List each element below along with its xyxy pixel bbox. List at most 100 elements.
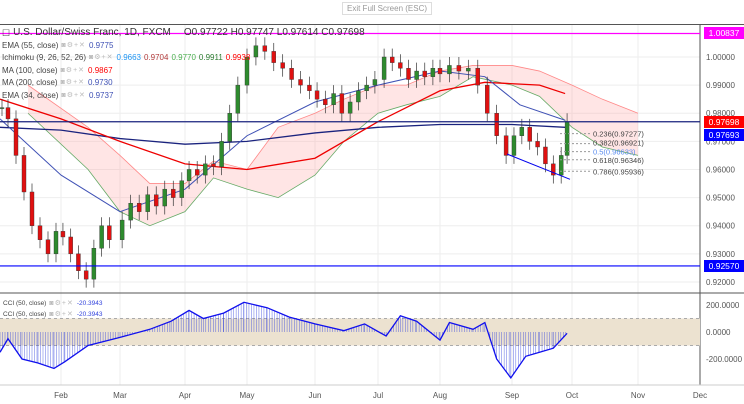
candle: [271, 51, 276, 63]
y-tick-label: 1.00000: [706, 53, 735, 62]
indicator-row[interactable]: EMA (55, close) ◙⚙+✕ 0.9775: [2, 40, 365, 53]
candle: [527, 127, 532, 142]
indicator-value: 0.9704: [143, 53, 169, 62]
indicator-buttons[interactable]: ◙⚙+✕: [49, 311, 74, 318]
candle: [21, 155, 27, 193]
x-tick-label: Apr: [179, 391, 192, 400]
candle: [60, 231, 66, 238]
cci-value: -20.3943: [76, 311, 103, 318]
candle: [154, 194, 159, 207]
fib-label: 0.382(0.96921): [593, 139, 644, 148]
candle: [511, 135, 517, 156]
x-tick-label: Oct: [566, 391, 579, 400]
indicator-label: MA (100, close): [2, 65, 58, 75]
candle: [406, 68, 411, 80]
candle: [211, 163, 216, 167]
candle: [503, 135, 509, 156]
candle: [186, 169, 192, 181]
candle: [422, 70, 427, 77]
candle: [339, 93, 345, 114]
ma200-line: [0, 123, 566, 145]
candle: [179, 180, 185, 198]
candle: [0, 107, 5, 109]
indicator-row[interactable]: MA (100, close) ◙⚙+✕ 0.9867: [2, 65, 365, 78]
candle: [29, 191, 35, 226]
ema55-line: [0, 70, 566, 213]
indicator-value: 0.9770: [171, 53, 196, 62]
candle: [99, 225, 104, 249]
candle: [171, 188, 176, 198]
y-tick-label: 0.93000: [706, 250, 735, 259]
symbol-title: U.S. Dollar/Swiss Franc, 1D, FXCM: [13, 27, 171, 38]
indicator-row[interactable]: MA (200, close) ◙⚙+✕ 0.9730: [2, 77, 365, 90]
indicator-value: 0.9911: [198, 53, 223, 62]
candle: [356, 90, 361, 103]
collapse-icon[interactable]: ☐: [2, 28, 11, 38]
indicator-label: Ichimoku (9, 26, 52, 26): [2, 53, 87, 62]
indicator-label: EMA (34, close): [2, 90, 59, 100]
candle: [372, 79, 378, 86]
indicator-value: 0.9737: [88, 90, 114, 100]
candle: [564, 121, 570, 156]
trend-line: [506, 153, 571, 180]
candle: [76, 253, 81, 271]
y-tick-label: 0.95000: [706, 194, 735, 203]
candle: [543, 146, 548, 165]
y-tick-label: 0.94000: [706, 222, 735, 231]
candle: [558, 155, 564, 176]
candle: [535, 141, 540, 148]
candle: [253, 45, 259, 58]
candle: [45, 239, 51, 255]
candle: [280, 62, 285, 69]
indicator-buttons[interactable]: ◙⚙+✕: [60, 66, 86, 74]
indicator-label: MA (200, close): [2, 78, 58, 87]
candle: [128, 203, 133, 221]
candle: [203, 163, 208, 176]
fib-label: 0.618(0.96346): [593, 156, 644, 165]
x-tick-label: Nov: [631, 391, 645, 400]
candle: [551, 163, 556, 176]
candle: [331, 93, 336, 106]
candle: [298, 79, 303, 86]
y-tick-label: 0.98000: [706, 109, 735, 118]
y-tick-label: 0.96000: [706, 165, 735, 174]
indicator-row[interactable]: EMA (34, close) ◙⚙+✕ 0.9737: [2, 90, 365, 103]
x-tick-label: Mar: [113, 391, 127, 400]
candle: [162, 188, 167, 207]
fib-label: 0.5(0.96633): [593, 148, 636, 157]
indicator-buttons[interactable]: ◙⚙+✕: [61, 41, 86, 49]
x-tick-label: Jun: [309, 391, 322, 400]
candle: [466, 68, 471, 72]
exit-fullscreen-button[interactable]: Exit Full Screen (ESC): [342, 2, 433, 15]
indicator-row[interactable]: Ichimoku (9, 26, 52, 26) ◙⚙+✕ 0.9663 0.9704…: [2, 52, 365, 65]
candle: [323, 98, 328, 106]
indicator-buttons[interactable]: ◙⚙+✕: [89, 54, 114, 61]
candle: [194, 169, 200, 176]
candle: [475, 68, 480, 86]
candle: [227, 113, 232, 142]
y-tick-label: 0.97000: [706, 137, 735, 146]
indicator-buttons[interactable]: ◙⚙+✕: [60, 79, 86, 86]
fib-label: 0.786(0.95936): [593, 167, 644, 176]
top-bar: Exit Full Screen (ESC): [0, 0, 744, 25]
ma100-line: [0, 81, 566, 171]
candle: [136, 203, 142, 212]
candle: [398, 62, 403, 69]
indicator-label: EMA (55, close): [2, 40, 59, 50]
x-tick-label: Sep: [505, 391, 520, 400]
candle: [456, 65, 462, 72]
candle: [307, 84, 312, 91]
candle: [347, 101, 353, 114]
indicator-buttons[interactable]: ◙⚙+✕: [61, 91, 86, 99]
cci-legend: CCI (50, close) ◙⚙+✕ -20.3943 CCI (50, clo…: [3, 298, 103, 320]
candle: [53, 231, 59, 255]
candle: [437, 68, 443, 75]
indicator-buttons[interactable]: ◙⚙+✕: [49, 300, 74, 307]
cci-label: CCI (50, close): [3, 311, 47, 318]
candle: [235, 84, 241, 114]
fib-label: 0.236(0.97277): [593, 130, 644, 139]
candle: [83, 270, 89, 280]
candle: [364, 84, 369, 91]
price-tag: 0.92570: [704, 259, 744, 272]
